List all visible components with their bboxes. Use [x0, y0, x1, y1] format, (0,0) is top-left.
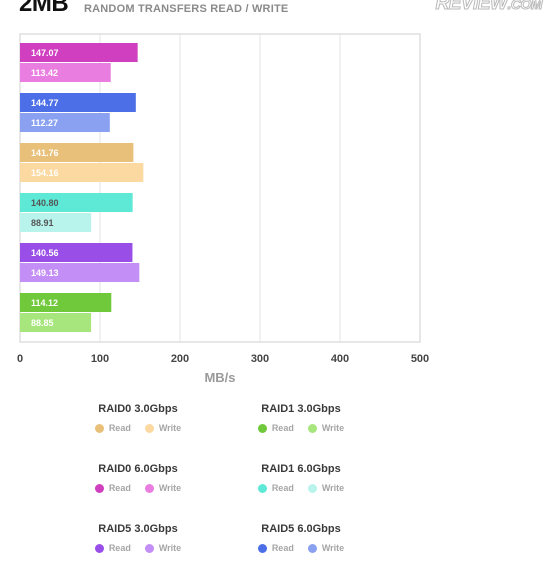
bar-write	[20, 113, 110, 132]
legend-items: Read Write	[58, 483, 218, 493]
bar-read	[20, 93, 136, 112]
legend-item-label: Write	[321, 423, 345, 433]
x-tick-label: 300	[251, 353, 269, 365]
legend-items: Read Write	[221, 483, 381, 493]
bar-read	[20, 43, 138, 62]
legend-items: Read Write	[221, 423, 381, 433]
chart-grid	[19, 33, 421, 343]
logo-main-text: REVIEW	[435, 0, 508, 15]
legend-item-read[interactable]: Read	[257, 483, 294, 493]
x-tick-label: 400	[331, 353, 349, 365]
bar-write	[20, 213, 92, 232]
legend-item-label: Write	[158, 483, 182, 493]
x-axis-ticks: 0 100 200 300 400 500	[17, 353, 429, 365]
legend-group: RAID1 3.0Gbps Read Write	[221, 403, 381, 433]
legend-group-title: RAID5 3.0Gbps	[98, 523, 178, 535]
bar-write	[20, 313, 92, 332]
bar-read	[20, 193, 133, 212]
x-axis-title: MB/s	[204, 370, 235, 385]
legend-item-label: Read	[271, 423, 294, 433]
x-tick-label: 100	[91, 353, 109, 365]
bar-value-label: 112.27	[31, 118, 58, 128]
legend-items: Read Write	[221, 543, 381, 553]
legend-group: RAID0 3.0Gbps Read Write	[58, 403, 218, 433]
legend-item-read[interactable]: Read	[94, 423, 131, 433]
legend-item-write[interactable]: Write	[307, 543, 345, 553]
chart-title: 2MB	[19, 0, 69, 17]
x-tick-label: 500	[411, 353, 429, 365]
bar-value-label: 141.76	[31, 148, 59, 158]
legend-item-write[interactable]: Write	[144, 543, 182, 553]
legend-dot-icon	[94, 423, 104, 433]
legend-item-read[interactable]: Read	[94, 483, 131, 493]
logo-suffix-text: .COM	[507, 0, 543, 13]
bar-value-label: 149.13	[31, 268, 59, 278]
legend-dot-icon	[307, 423, 317, 433]
legend-item-write[interactable]: Write	[307, 483, 345, 493]
legend-item-label: Write	[321, 543, 345, 553]
legend-group: RAID1 6.0Gbps Read Write	[221, 463, 381, 493]
legend-items: Read Write	[58, 543, 218, 553]
legend-item-read[interactable]: Read	[94, 543, 131, 553]
legend-dot-icon	[144, 423, 154, 433]
bar-write	[20, 163, 144, 182]
bar-write	[20, 63, 111, 82]
bar-read	[20, 143, 134, 162]
legend-item-write[interactable]: Write	[144, 483, 182, 493]
legend-dot-icon	[257, 483, 267, 493]
chart-subtitle: RANDOM TRANSFERS READ / WRITE	[84, 3, 289, 15]
legend-group-title: RAID0 3.0Gbps	[98, 403, 178, 415]
bar-value-label: 140.80	[31, 198, 59, 208]
chart-bars: 147.07 113.42 144.77 112.27 141.76 154.16 140.…	[20, 43, 144, 332]
legend-dot-icon	[307, 543, 317, 553]
legend-item-label: Write	[321, 483, 345, 493]
bar-value-label: 113.42	[31, 68, 58, 78]
x-tick-label: 200	[171, 353, 189, 365]
legend-item-read[interactable]: Read	[257, 423, 294, 433]
bar-value-label: 147.07	[31, 48, 59, 58]
legend-dot-icon	[144, 483, 154, 493]
legend-group-title: RAID1 6.0Gbps	[261, 463, 341, 475]
plot-frame	[19, 33, 421, 343]
bar-read	[20, 243, 133, 262]
legend-items: Read Write	[58, 423, 218, 433]
legend-dot-icon	[94, 543, 104, 553]
bar-value-label: 114.12	[31, 298, 58, 308]
legend-dot-icon	[257, 543, 267, 553]
bar-value-label: 140.56	[31, 248, 59, 258]
legend-group-title: RAID0 6.0Gbps	[98, 463, 178, 475]
legend-group: RAID5 6.0Gbps Read Write	[221, 523, 381, 553]
legend-dot-icon	[307, 483, 317, 493]
legend-group: RAID0 6.0Gbps Read Write	[58, 463, 218, 493]
legend-group-title: RAID1 3.0Gbps	[261, 403, 341, 415]
legend-item-label: Write	[158, 543, 182, 553]
legend-item-label: Read	[108, 483, 131, 493]
bar-value-label: 154.16	[31, 168, 59, 178]
bar-write	[20, 263, 140, 282]
bar-value-label: 144.77	[31, 98, 59, 108]
site-logo: REVIEW.COM	[435, 0, 543, 15]
bar-value-label: 88.85	[31, 318, 54, 328]
legend-group-title: RAID5 6.0Gbps	[261, 523, 341, 535]
legend-dot-icon	[144, 543, 154, 553]
bar-value-label: 88.91	[31, 218, 54, 228]
bar-read	[20, 293, 112, 312]
legend-dot-icon	[94, 483, 104, 493]
legend-item-write[interactable]: Write	[144, 423, 182, 433]
legend-item-label: Read	[271, 543, 294, 553]
legend-item-label: Write	[158, 423, 182, 433]
x-tick-label: 0	[17, 353, 23, 365]
legend-dot-icon	[257, 423, 267, 433]
legend-item-write[interactable]: Write	[307, 423, 345, 433]
legend-group: RAID5 3.0Gbps Read Write	[58, 523, 218, 553]
legend-item-label: Read	[108, 543, 131, 553]
legend-item-label: Read	[271, 483, 294, 493]
legend-item-read[interactable]: Read	[257, 543, 294, 553]
legend-item-label: Read	[108, 423, 131, 433]
bar-chart: 147.07 113.42 144.77 112.27 141.76 154.16 140.…	[17, 33, 429, 385]
